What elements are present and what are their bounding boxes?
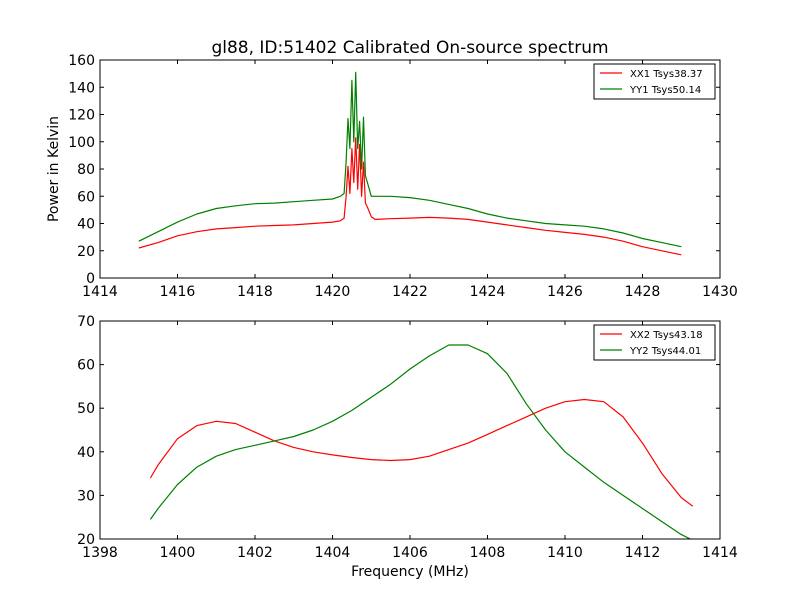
bottom-xtick-label-1: 1400	[160, 545, 196, 561]
bottom-series-line-1	[149, 344, 692, 539]
bottom-ytick-label-5: 70	[77, 314, 95, 330]
bottom-chart-xlabel: Frequency (MHz)	[351, 564, 469, 580]
top-chart-series-group	[138, 71, 682, 256]
top-ytick-label-5: 100	[68, 135, 95, 151]
top-legend-label-yy1: YY1 Tsys50.14	[629, 85, 701, 96]
bottom-ytick-label-3: 50	[77, 401, 95, 417]
bottom-chart-legend: XX2 Tsys43.18 YY2 Tsys44.01	[593, 324, 716, 361]
top-ytick-label-1: 20	[77, 244, 95, 260]
bottom-xtick-label-8: 1414	[702, 545, 738, 561]
top-ytick-label-7: 140	[68, 80, 95, 96]
top-xtick-label-5: 1424	[470, 284, 506, 300]
bottom-xtick-label-6: 1410	[547, 545, 583, 561]
bottom-chart-ticks: 1398 1400 1402 1404 1406 1408 1410 1412 1414 20 30…	[77, 314, 738, 561]
bottom-legend-label-yy2: YY2 Tsys44.01	[629, 346, 701, 357]
top-chart-ylabel: Power in Kelvin	[46, 116, 62, 222]
bottom-legend-label-xx2: XX2 Tsys43.18	[630, 330, 703, 341]
top-ytick-label-2: 40	[77, 217, 95, 233]
top-ytick-label-8: 160	[68, 53, 95, 69]
top-series-line-0	[138, 137, 682, 256]
bottom-xtick-label-3: 1404	[315, 545, 351, 561]
top-xtick-label-0: 1414	[82, 284, 118, 300]
bottom-ytick-label-1: 30	[77, 488, 95, 504]
top-chart-legend: XX1 Tsys38.37 YY1 Tsys50.14	[593, 63, 716, 100]
top-chart-title: gl88, ID:51402 Calibrated On-source spec…	[211, 38, 608, 58]
top-xtick-label-6: 1426	[547, 284, 583, 300]
top-chart-frame	[99, 59, 721, 279]
top-ytick-label-3: 60	[77, 189, 95, 205]
bottom-xtick-label-5: 1408	[470, 545, 506, 561]
top-chart-ticks: 1414 1416 1418 1420 1422 1424 1426 1428 1430 0 20 4…	[68, 53, 738, 300]
top-ytick-label-6: 120	[68, 108, 95, 124]
bottom-chart-frame	[99, 320, 721, 540]
bottom-spectrum-chart: 1398 1400 1402 1404 1406 1408 1410 1412 1414 20 30…	[77, 314, 738, 580]
top-xtick-label-7: 1428	[625, 284, 661, 300]
bottom-chart-series-group	[149, 344, 694, 539]
top-legend-label-xx1: XX1 Tsys38.37	[630, 69, 703, 80]
bottom-series-line-0	[149, 398, 694, 507]
top-xtick-label-1: 1416	[160, 284, 196, 300]
bottom-xtick-label-4: 1406	[392, 545, 428, 561]
top-ytick-label-4: 80	[77, 162, 95, 178]
top-ytick-label-0: 0	[86, 271, 95, 287]
bottom-xtick-label-7: 1412	[625, 545, 661, 561]
bottom-xtick-label-2: 1402	[237, 545, 273, 561]
bottom-ytick-label-2: 40	[77, 445, 95, 461]
top-xtick-label-2: 1418	[237, 284, 273, 300]
top-xtick-label-4: 1422	[392, 284, 428, 300]
bottom-chart-legend-box	[593, 324, 716, 361]
top-xtick-label-3: 1420	[315, 284, 351, 300]
bottom-xtick-label-0: 1398	[82, 545, 118, 561]
top-chart-legend-box	[593, 63, 716, 100]
bottom-ytick-label-0: 20	[77, 532, 95, 548]
top-spectrum-chart: gl88, ID:51402 Calibrated On-source spec…	[46, 38, 738, 300]
bottom-ytick-label-4: 60	[77, 358, 95, 374]
top-series-line-1	[138, 71, 682, 248]
top-xtick-label-8: 1430	[702, 284, 738, 300]
